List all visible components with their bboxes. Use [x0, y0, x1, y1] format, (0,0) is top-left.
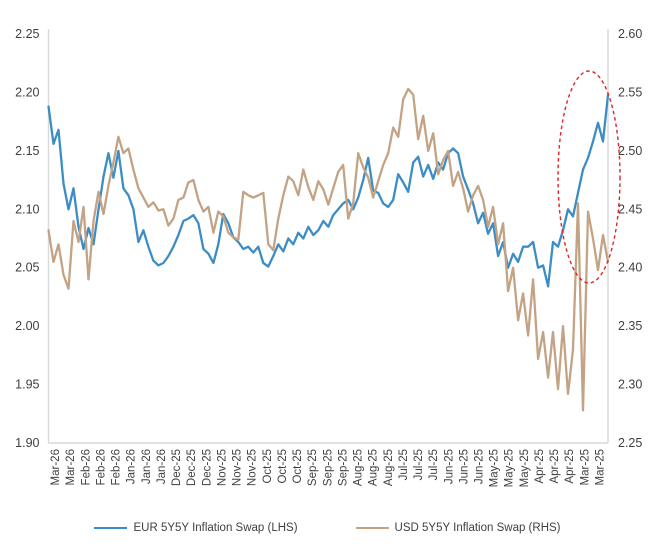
- x-axis-tick: Jun-25: [473, 449, 485, 484]
- x-axis-tick: Feb-26: [80, 449, 92, 485]
- x-axis-tick: Jul-25: [398, 449, 410, 480]
- x-axis-tick: May-25: [504, 449, 516, 487]
- y-axis-tick-left: 2.10: [15, 202, 39, 216]
- y-axis-tick-right: 2.30: [618, 378, 642, 392]
- x-axis-tick: Mar-26: [50, 449, 62, 485]
- x-axis-tick: Jan-26: [126, 449, 138, 484]
- usd-line-swatch: [355, 527, 389, 529]
- x-axis-tick: Mar-25: [594, 449, 606, 485]
- x-axis-tick: Apr-25: [534, 449, 546, 484]
- x-axis-tick: Feb-26: [111, 449, 123, 485]
- inflation-swap-chart: 2.25 2.20 2.15 2.10 2.05 2.00 1.95 1.90 2.60 2.55…: [15, 27, 642, 487]
- eur-series-line: [47, 93, 610, 288]
- x-axis-tick: Jul-25: [428, 449, 440, 480]
- y-axis-tick-right: 2.40: [618, 261, 642, 275]
- y-axis-tick-right: 2.60: [618, 27, 642, 41]
- y-axis-tick-left: 1.90: [15, 436, 39, 450]
- x-axis-tick: Nov-25: [232, 449, 244, 486]
- usd-legend-label: USD 5Y5Y Inflation Swap (RHS): [394, 522, 561, 534]
- x-axis-tick: Aug-25: [353, 449, 365, 486]
- y-axis-tick-left: 1.95: [15, 378, 39, 392]
- y-axis-tick-right: 2.55: [618, 85, 642, 99]
- x-axis-tick: Nov-25: [216, 449, 228, 486]
- eur-legend-label: EUR 5Y5Y Inflation Swap (LHS): [133, 522, 298, 534]
- x-axis-tick: Mar-26: [65, 449, 77, 485]
- x-axis-tick: Dec-25: [171, 449, 183, 486]
- x-axis-tick: Jan-26: [156, 449, 168, 484]
- y-axis-tick-right: 2.25: [618, 436, 642, 450]
- y-axis-tick-left: 2.20: [15, 85, 39, 99]
- x-axis-tick: Sep-25: [322, 449, 334, 486]
- x-axis-tick: Feb-26: [95, 449, 107, 485]
- x-axis-tick: Apr-25: [564, 449, 576, 484]
- x-axis-tick: Apr-25: [549, 449, 561, 484]
- y-axis-tick-left: 2.00: [15, 319, 39, 333]
- x-axis-tick: Aug-25: [383, 449, 395, 486]
- y-axis-tick-right: 2.35: [618, 319, 642, 333]
- x-axis-tick: Oct-25: [292, 449, 304, 484]
- y-axis-tick-left: 2.15: [15, 144, 39, 158]
- usd-series-line: [47, 87, 610, 412]
- y-axis-tick-right: 2.50: [618, 144, 642, 158]
- legend-item-eur: EUR 5Y5Y Inflation Swap (LHS): [94, 522, 298, 534]
- y-axis-tick-left: 2.05: [15, 261, 39, 275]
- x-axis-tick: May-25: [489, 449, 501, 487]
- x-axis-tick: Nov-25: [247, 449, 259, 486]
- x-axis-tick: Dec-25: [186, 449, 198, 486]
- chart-legend: EUR 5Y5Y Inflation Swap (LHS) USD 5Y5Y I…: [0, 522, 655, 534]
- highlight-ellipse-annotation: [557, 70, 621, 284]
- eur-line-swatch: [94, 527, 128, 529]
- x-axis-tick: Oct-25: [277, 449, 289, 484]
- x-axis-tick: Oct-25: [262, 449, 274, 484]
- x-axis-tick: Dec-25: [201, 449, 213, 486]
- x-axis-tick: Jan-26: [141, 449, 153, 484]
- x-axis-tick: Mar-25: [579, 449, 591, 485]
- x-axis-tick: Aug-25: [368, 449, 380, 486]
- legend-item-usd: USD 5Y5Y Inflation Swap (RHS): [355, 522, 561, 534]
- x-axis-tick: Sep-25: [307, 449, 319, 486]
- x-axis-tick: May-25: [519, 449, 531, 487]
- x-axis-tick: Jun-25: [443, 449, 455, 484]
- x-axis-tick: Sep-25: [337, 449, 349, 486]
- x-axis-tick: Jun-25: [458, 449, 470, 484]
- x-axis-tick: Jul-25: [413, 449, 425, 480]
- y-axis-tick-left: 2.25: [15, 27, 39, 41]
- y-axis-tick-right: 2.45: [618, 202, 642, 216]
